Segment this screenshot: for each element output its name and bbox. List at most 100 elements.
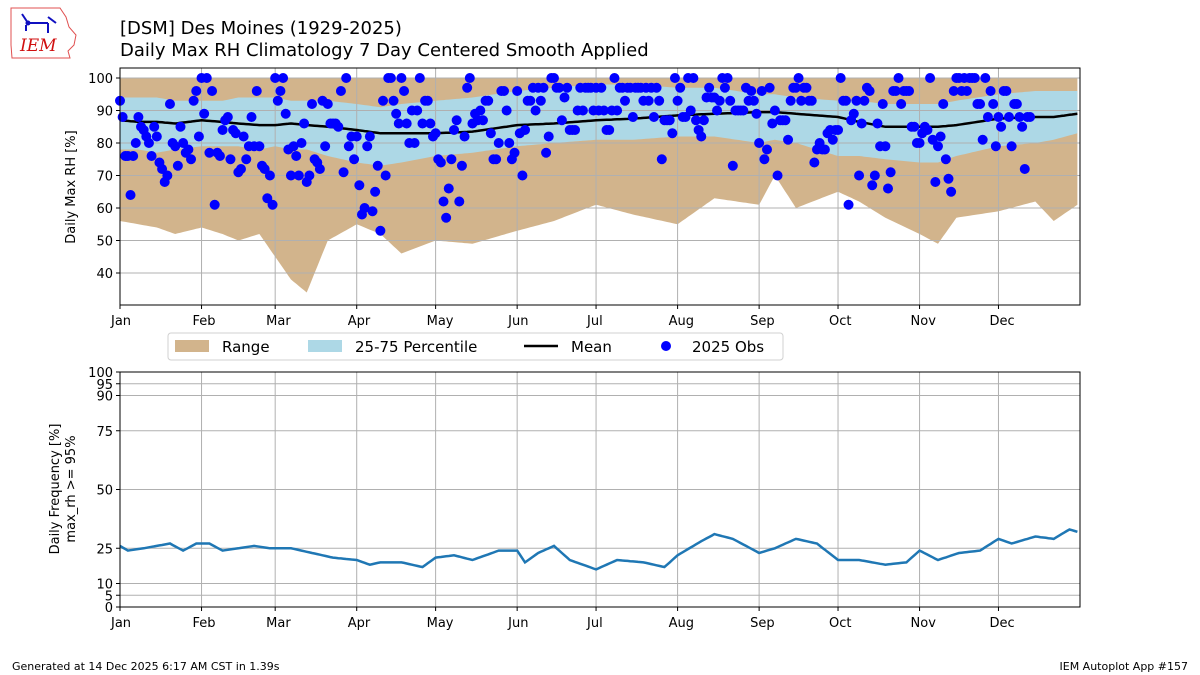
tick-label-y: 5: [105, 589, 113, 604]
obs-point: [612, 105, 623, 116]
obs-point: [235, 164, 246, 174]
obs-point: [272, 95, 283, 106]
obs-point: [130, 138, 141, 148]
obs-point: [451, 115, 462, 126]
obs-point: [754, 138, 765, 148]
obs-point: [264, 170, 275, 181]
obs-point: [954, 73, 965, 83]
obs-point: [917, 128, 928, 139]
obs-point: [383, 73, 394, 83]
obs-point: [314, 164, 325, 174]
obs-point: [541, 147, 552, 158]
obs-point: [346, 131, 357, 142]
obs-point: [193, 131, 204, 142]
obs-point: [714, 95, 725, 106]
obs-point: [751, 108, 762, 119]
obs-point: [619, 95, 630, 106]
obs-point: [122, 151, 133, 161]
obs-point: [725, 95, 736, 106]
obs-point: [688, 73, 699, 83]
tick-label-x: Jun: [507, 616, 528, 631]
obs-point: [788, 82, 799, 93]
obs-point: [214, 151, 225, 161]
obs-point: [564, 125, 575, 135]
obs-point: [354, 180, 365, 191]
obs-point: [811, 144, 822, 155]
obs-point: [530, 105, 541, 116]
obs-point: [525, 95, 536, 106]
obs-point: [459, 131, 470, 142]
obs-point: [596, 82, 607, 93]
obs-point: [378, 95, 389, 106]
obs-point: [370, 186, 381, 197]
obs-point: [691, 115, 701, 126]
obs-point: [188, 95, 199, 106]
obs-point: [675, 82, 686, 93]
tick-label-y: 60: [96, 202, 113, 217]
obs-point: [598, 105, 609, 116]
obs-point: [701, 92, 712, 103]
obs-point: [638, 95, 649, 106]
obs-point: [977, 134, 988, 145]
obs-point: [128, 151, 139, 161]
tick-label-x: Dec: [989, 314, 1014, 329]
obs-point: [454, 196, 465, 207]
obs-point: [312, 157, 323, 168]
obs-point: [164, 99, 175, 109]
obs-point: [677, 112, 688, 122]
obs-point: [138, 125, 149, 135]
obs-point: [743, 95, 754, 106]
obs-point: [351, 131, 362, 142]
obs-point: [672, 95, 683, 106]
chart-title: [DSM] Des Moines (1929-2025) Daily Max R…: [120, 18, 649, 62]
obs-point: [698, 115, 709, 126]
obs-point: [822, 128, 833, 139]
obs-point: [554, 82, 565, 93]
obs-point: [285, 170, 296, 181]
obs-point: [680, 112, 691, 122]
obs-point: [556, 115, 567, 126]
obs-point: [115, 95, 125, 106]
obs-point: [159, 177, 170, 187]
obs-point: [559, 92, 570, 103]
obs-point: [325, 118, 336, 129]
tick-label-y: 90: [96, 390, 113, 405]
obs-point: [880, 141, 891, 152]
obs-point: [480, 95, 491, 106]
obs-point: [654, 95, 665, 106]
y-axis-label-line-2: max_rh >= 95%: [64, 435, 79, 542]
obs-point: [898, 86, 909, 96]
obs-point: [475, 105, 486, 116]
obs-point: [577, 105, 588, 116]
title-line-2: Daily Max RH Climatology 7 Day Centered …: [120, 40, 649, 61]
obs-point: [932, 141, 943, 152]
obs-point: [527, 82, 538, 93]
obs-point: [535, 95, 546, 106]
obs-point: [583, 82, 594, 93]
obs-point: [493, 138, 504, 148]
tick-label-x: Nov: [911, 616, 937, 631]
obs-point: [851, 95, 862, 106]
mean-line: [119, 110, 1078, 135]
obs-point: [909, 121, 920, 132]
obs-point: [154, 157, 165, 168]
weather-station-icon: [21, 13, 57, 33]
obs-point: [951, 73, 962, 83]
obs-point: [546, 73, 557, 83]
legend-label-mean: Mean: [571, 338, 612, 356]
obs-point: [830, 125, 841, 135]
tick-label-x: Oct: [829, 314, 851, 329]
obs-point: [212, 147, 223, 158]
obs-point: [762, 144, 773, 155]
obs-point: [840, 95, 851, 106]
obs-point: [322, 99, 333, 109]
obs-point: [422, 95, 433, 106]
obs-point: [793, 73, 804, 83]
obs-point: [172, 160, 183, 171]
obs-point: [651, 82, 662, 93]
obs-point: [341, 73, 352, 83]
tick-label-x: Oct: [829, 616, 851, 631]
obs-point: [307, 99, 317, 109]
obs-point: [972, 99, 983, 109]
obs-point: [722, 73, 733, 83]
